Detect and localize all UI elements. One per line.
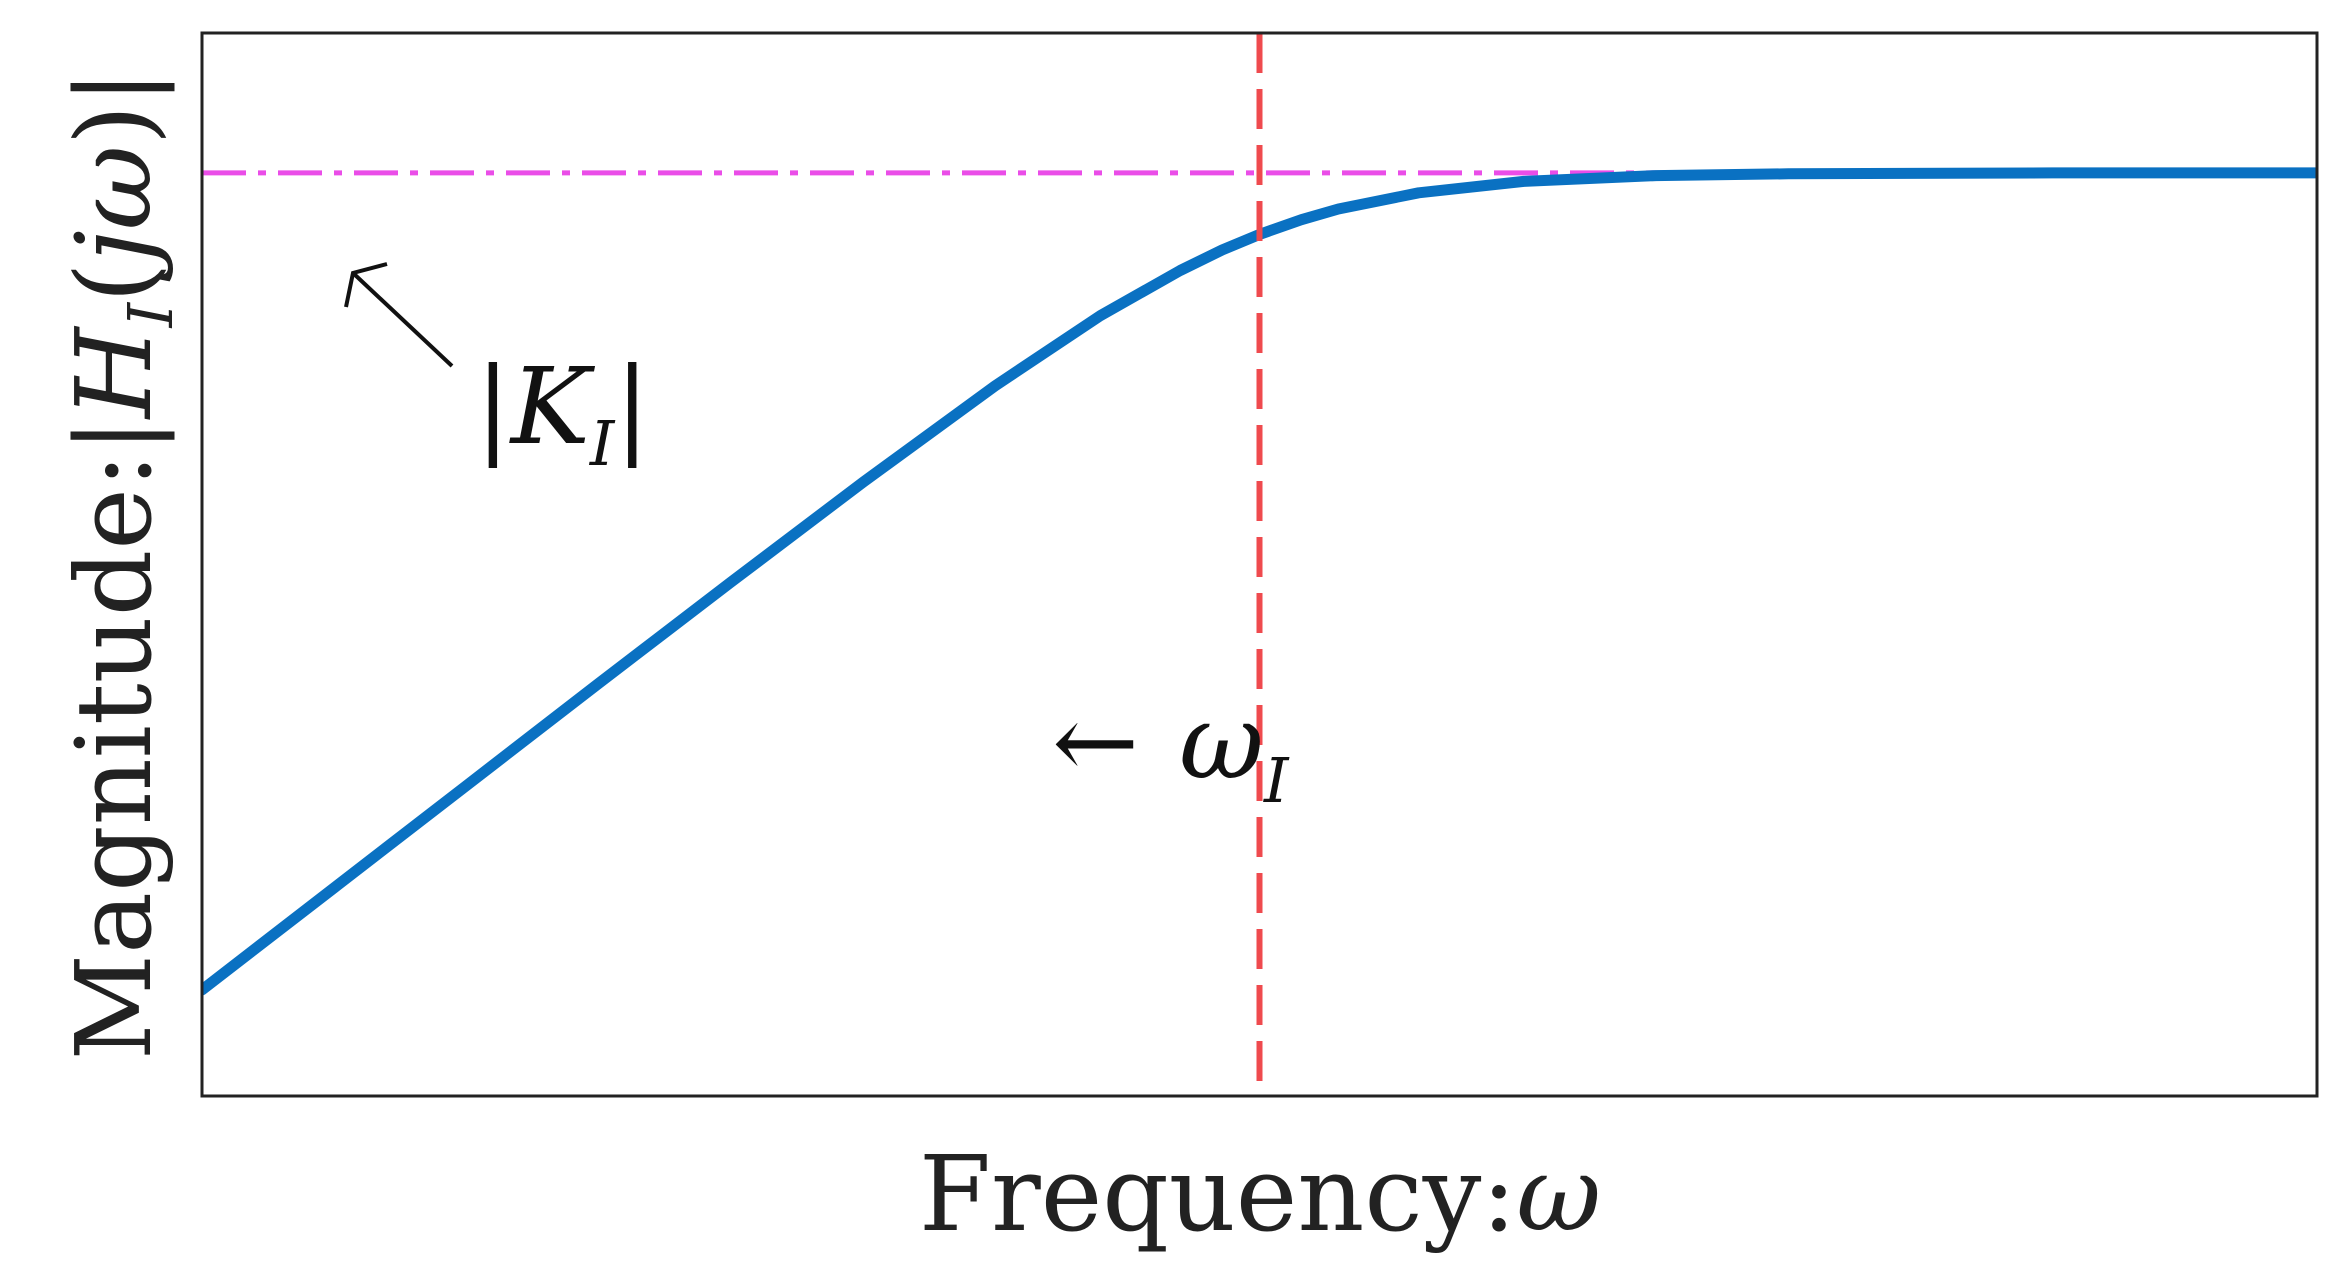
- cutoff-annotation-subscript: I: [1263, 744, 1290, 817]
- gain-annotation-bar-close: |: [614, 345, 650, 468]
- gain-annotation-subscript: I: [589, 407, 616, 480]
- y-axis-label-paren-open: (: [53, 262, 175, 303]
- cutoff-annotation-arrow: ←: [1052, 681, 1139, 803]
- gain-annotation-symbol: K: [509, 345, 596, 468]
- magnitude-curve: [202, 167, 2317, 996]
- gain-annotation-arrow-head: [344, 262, 388, 308]
- gain-annotation-arrow-shaft: [351, 271, 454, 368]
- axes-frame: [200, 31, 2319, 1098]
- cutoff-annotation-symbol: ω: [1179, 681, 1264, 803]
- y-axis-label-argument: jω: [53, 145, 175, 281]
- y-axis-label-bar-close: |: [53, 70, 175, 105]
- y-axis-label-text: Magnitude:: [53, 453, 175, 1060]
- x-axis-label-symbol: ω: [1516, 1133, 1601, 1255]
- y-axis-label: Magnitude:|HI(jω)|: [53, 70, 187, 1061]
- x-axis-label-text: Frequency:: [919, 1133, 1517, 1255]
- gain-annotation-label: |KI|: [475, 345, 650, 480]
- y-axis-label-symbol: H: [53, 325, 175, 420]
- y-axis-label-paren-close: ): [53, 105, 175, 146]
- gain-annotation-bar-open: |: [475, 345, 511, 468]
- cutoff-annotation-label: ← ωI: [1052, 681, 1290, 817]
- y-axis-label-bar-open: |: [53, 418, 175, 453]
- x-axis-label: Frequency:ω: [919, 1133, 1601, 1255]
- y-axis-label-subscript: I: [114, 301, 187, 328]
